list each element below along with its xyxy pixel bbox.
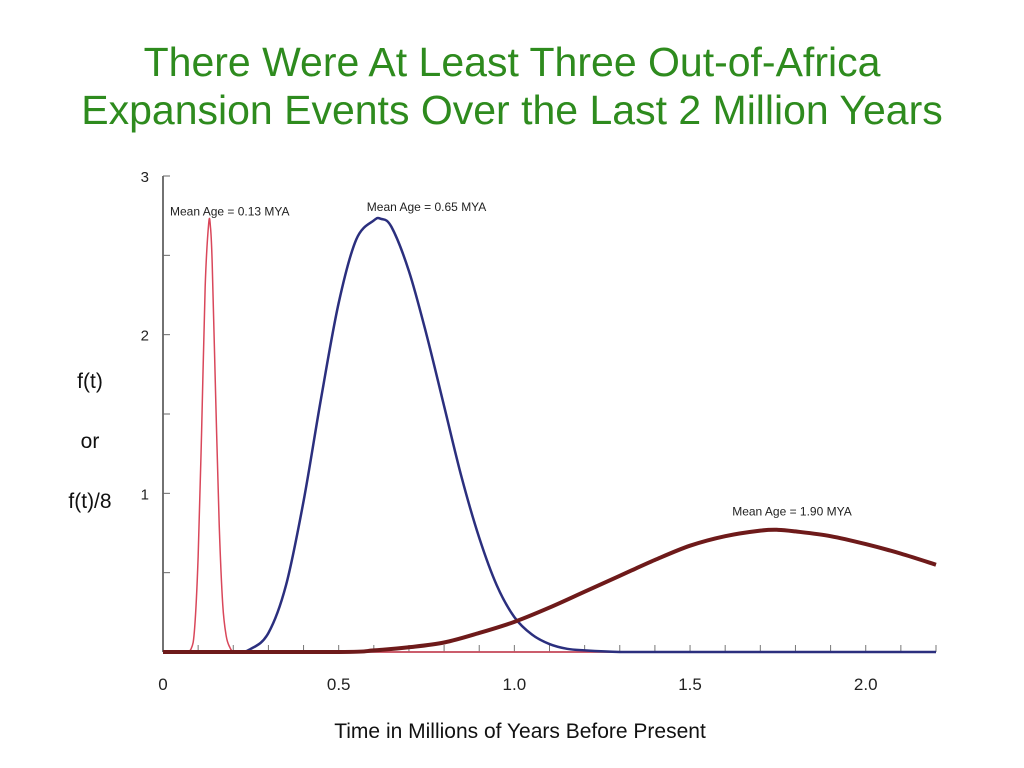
y-axis-label-line-3: f(t)/8 xyxy=(68,490,112,513)
x-tick-label: 1.5 xyxy=(678,675,702,694)
x-tick-label: 0.5 xyxy=(327,675,351,694)
title-line-1: There Were At Least Three Out-of-Africa xyxy=(143,39,881,85)
annotation-mean-age: Mean Age = 1.90 MYA xyxy=(732,505,852,519)
series-line-0-65-mya xyxy=(163,216,936,654)
series-line-0-13-mya xyxy=(163,217,936,653)
series-line-1-90-mya xyxy=(163,527,937,655)
x-axis-title: Time in Millions of Years Before Present xyxy=(334,720,706,743)
x-tick-label: 0 xyxy=(158,675,167,694)
x-tick-label: 1.0 xyxy=(503,675,527,694)
slide-title: There Were At Least Three Out-of-Africa … xyxy=(0,38,1024,134)
y-tick-label: 3 xyxy=(141,169,149,186)
y-axis-label-line-2: or xyxy=(80,430,100,453)
y-axis-label-line-1: f(t) xyxy=(77,370,103,393)
annotation-mean-age: Mean Age = 0.65 MYA xyxy=(367,200,487,214)
y-tick-label: 1 xyxy=(141,486,149,503)
title-line-2: Expansion Events Over the Last 2 Million… xyxy=(81,87,943,133)
y-tick-label: 2 xyxy=(141,328,149,345)
annotation-mean-age: Mean Age = 0.13 MYA xyxy=(170,205,290,219)
x-tick-label: 2.0 xyxy=(854,675,878,694)
